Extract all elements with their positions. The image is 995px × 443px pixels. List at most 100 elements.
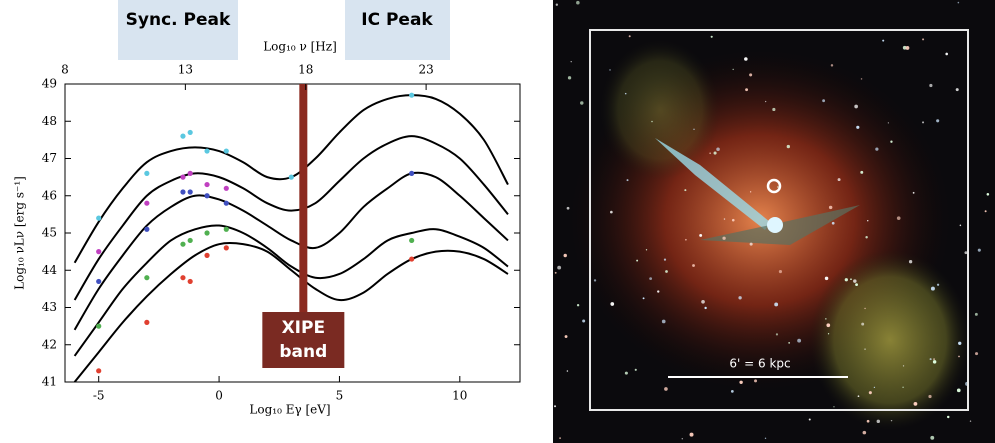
star bbox=[854, 105, 858, 109]
star bbox=[855, 283, 858, 286]
star bbox=[902, 386, 904, 388]
data-point bbox=[144, 275, 149, 280]
star bbox=[776, 333, 778, 335]
star bbox=[684, 189, 686, 191]
y-tick-label: 48 bbox=[42, 114, 57, 128]
star bbox=[627, 179, 629, 181]
star bbox=[559, 437, 561, 439]
star bbox=[947, 416, 949, 418]
star bbox=[850, 278, 852, 280]
data-point bbox=[224, 245, 229, 250]
star bbox=[906, 46, 910, 50]
star bbox=[731, 390, 734, 393]
data-point bbox=[289, 175, 294, 180]
star bbox=[828, 333, 829, 334]
star bbox=[903, 365, 904, 366]
data-point bbox=[188, 171, 193, 176]
data-point bbox=[180, 175, 185, 180]
star bbox=[629, 35, 631, 37]
x-axis-label: Log₁₀ Eγ [eV] bbox=[249, 403, 330, 417]
data-point bbox=[204, 148, 209, 153]
star bbox=[699, 234, 702, 237]
core bbox=[767, 217, 783, 233]
star bbox=[970, 420, 971, 421]
star bbox=[933, 358, 935, 360]
star bbox=[833, 406, 834, 407]
data-point bbox=[144, 171, 149, 176]
star bbox=[774, 303, 778, 307]
star bbox=[739, 381, 742, 384]
data-point bbox=[188, 189, 193, 194]
star bbox=[964, 251, 967, 254]
data-point bbox=[224, 148, 229, 153]
star bbox=[716, 147, 720, 151]
star bbox=[874, 387, 875, 388]
x2-tick-label: 23 bbox=[418, 63, 433, 77]
x-tick-label: 10 bbox=[452, 389, 467, 403]
star bbox=[594, 279, 596, 281]
annotation-box bbox=[118, 0, 238, 60]
star bbox=[657, 290, 659, 292]
data-point bbox=[188, 130, 193, 135]
star bbox=[565, 335, 568, 338]
star bbox=[956, 88, 959, 91]
data-point bbox=[96, 324, 101, 329]
star bbox=[788, 342, 790, 344]
star bbox=[826, 323, 830, 327]
star bbox=[861, 323, 864, 326]
star bbox=[853, 279, 856, 282]
star bbox=[704, 307, 706, 309]
star bbox=[958, 342, 961, 345]
star bbox=[957, 388, 961, 392]
star bbox=[829, 206, 832, 209]
star bbox=[701, 300, 705, 304]
star bbox=[888, 122, 889, 123]
star bbox=[554, 405, 556, 407]
star bbox=[945, 53, 948, 56]
star bbox=[822, 99, 825, 102]
star bbox=[838, 178, 841, 181]
star bbox=[714, 152, 717, 155]
star bbox=[864, 308, 865, 309]
star bbox=[832, 222, 835, 225]
star bbox=[750, 191, 751, 192]
data-point bbox=[144, 201, 149, 206]
x-tick-label: -5 bbox=[93, 389, 105, 403]
star bbox=[556, 4, 558, 6]
y-tick-label: 43 bbox=[42, 300, 57, 314]
star bbox=[864, 349, 865, 350]
data-point bbox=[224, 227, 229, 232]
star bbox=[936, 119, 939, 122]
star bbox=[958, 356, 960, 358]
star bbox=[865, 236, 867, 238]
data-point bbox=[96, 216, 101, 221]
xipe-label: XIPE bbox=[282, 318, 326, 338]
star bbox=[877, 420, 880, 423]
star bbox=[825, 318, 827, 320]
xipe-band: XIPEband bbox=[262, 84, 344, 368]
star bbox=[860, 171, 863, 174]
data-point bbox=[188, 279, 193, 284]
star bbox=[858, 395, 860, 397]
star bbox=[664, 259, 666, 261]
star bbox=[779, 270, 782, 273]
star bbox=[897, 216, 901, 220]
star bbox=[861, 78, 863, 80]
star bbox=[609, 69, 610, 70]
star bbox=[692, 264, 695, 267]
star bbox=[682, 438, 683, 439]
star bbox=[875, 147, 878, 150]
data-point bbox=[180, 275, 185, 280]
y-tick-label: 41 bbox=[42, 375, 57, 389]
star bbox=[649, 277, 652, 280]
star bbox=[610, 302, 614, 306]
star bbox=[928, 395, 931, 398]
star bbox=[557, 266, 561, 270]
star bbox=[745, 88, 748, 91]
star bbox=[856, 126, 859, 129]
star bbox=[869, 391, 872, 394]
model-curve bbox=[75, 136, 508, 300]
data-point bbox=[409, 256, 414, 261]
star bbox=[809, 418, 811, 420]
star bbox=[777, 186, 779, 188]
